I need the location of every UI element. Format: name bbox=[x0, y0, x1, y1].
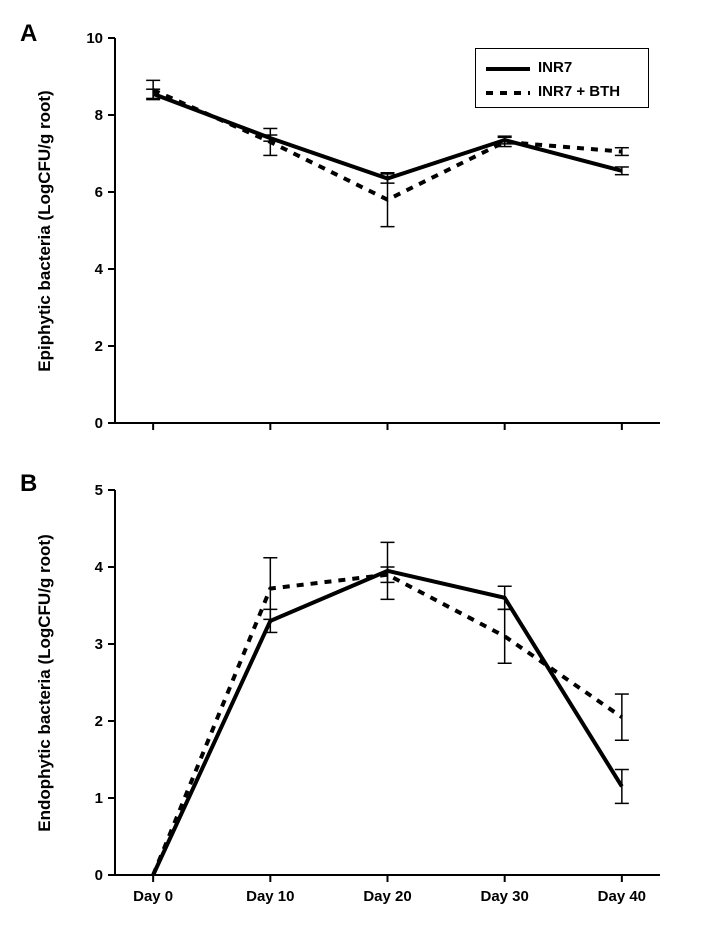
legend-box: INR7 INR7 + BTH bbox=[475, 48, 649, 108]
x-tick-label: Day 40 bbox=[598, 888, 646, 905]
panel-b-plot bbox=[115, 490, 660, 875]
y-tick-label: 0 bbox=[95, 867, 103, 884]
y-tick-label: 10 bbox=[86, 30, 103, 47]
x-tick-label: Day 10 bbox=[246, 888, 294, 905]
y-tick-label: 1 bbox=[95, 790, 103, 807]
legend-line-sample bbox=[486, 62, 530, 76]
y-tick-label: 5 bbox=[95, 482, 103, 499]
legend-item: INR7 + BTH bbox=[476, 83, 648, 103]
legend-label: INR7 + BTH bbox=[538, 83, 620, 100]
legend-item: INR7 bbox=[476, 59, 648, 79]
y-tick-label: 0 bbox=[95, 415, 103, 432]
panel-a-label: A bbox=[20, 20, 37, 48]
y-tick-label: 6 bbox=[95, 184, 103, 201]
legend-line-sample bbox=[486, 86, 530, 100]
x-tick-label: Day 20 bbox=[363, 888, 411, 905]
y-tick-label: 4 bbox=[95, 559, 103, 576]
panel-b-label: B bbox=[20, 470, 37, 498]
y-tick-label: 3 bbox=[95, 636, 103, 653]
y-tick-label: 2 bbox=[95, 713, 103, 730]
y-tick-label: 2 bbox=[95, 338, 103, 355]
x-tick-label: Day 0 bbox=[133, 888, 173, 905]
y-tick-label: 4 bbox=[95, 261, 103, 278]
x-tick-label: Day 30 bbox=[480, 888, 528, 905]
panel-b-y-title: Endophytic bacteria (LogCFU/g root) bbox=[35, 534, 55, 832]
panel-a-y-title: Epiphytic bacteria (LogCFU/g root) bbox=[35, 90, 55, 371]
y-tick-label: 8 bbox=[95, 107, 103, 124]
legend-label: INR7 bbox=[538, 59, 572, 76]
panel-b-svg bbox=[115, 490, 660, 875]
page-root: { "figure": { "width": 701, "height": 92… bbox=[0, 0, 701, 925]
